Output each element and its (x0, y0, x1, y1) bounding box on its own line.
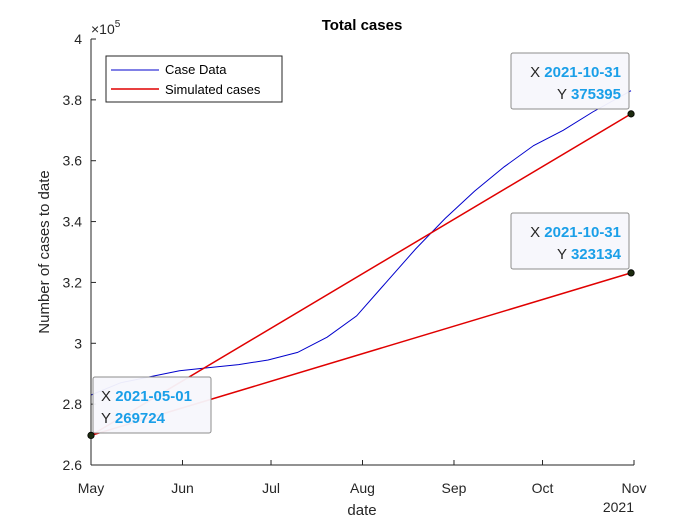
legend: Case Data Simulated cases (105, 55, 283, 103)
datatip-y-key: Y (557, 246, 571, 263)
x-tick-label: Jul (262, 480, 280, 496)
datatip-x-value: 2021-05-01 (115, 388, 192, 405)
datatip-x-key: X (530, 224, 544, 241)
y-tick-label: 2.6 (63, 457, 83, 473)
datatip-marker (87, 431, 95, 440)
datatip-x-value: 2021-10-31 (544, 64, 621, 81)
datatip-marker (627, 110, 635, 118)
y-tick-label: 4 (74, 31, 82, 47)
datatip[interactable]: X 2021-05-01Y 269724 (87, 376, 212, 440)
y-tick-label: 3.8 (63, 92, 83, 108)
x-axis-year-label: 2021 (603, 499, 634, 515)
y-tick-label: 3.6 (63, 153, 83, 169)
y-tick-label: 3.2 (63, 274, 83, 290)
x-tick-label: Nov (622, 480, 647, 496)
y-axis-label: Number of cases to date (36, 170, 53, 333)
x-tick-label: Jun (171, 480, 194, 496)
x-axis-label: date (347, 502, 376, 519)
datatip-y-row: Y 323134 (557, 246, 622, 263)
legend-box (105, 55, 283, 103)
y-tick-label: 3 (74, 335, 82, 351)
series-line-case-data (90, 90, 632, 396)
datatip-x-key: X (530, 64, 544, 81)
datatip-x-row: X 2021-05-01 (101, 388, 192, 405)
y-tick-label: 3.4 (63, 214, 83, 230)
datatip-y-value: 323134 (571, 246, 622, 263)
y-axis-exponent-power: 5 (115, 19, 121, 30)
datatip-y-row: Y 269724 (101, 410, 166, 427)
chart-title: Total cases (322, 17, 403, 34)
datatip-box (510, 52, 630, 110)
y-tick-label: 2.8 (63, 396, 83, 412)
datatip-y-value: 375395 (571, 86, 621, 103)
datatip[interactable]: X 2021-10-31 Y 323134 (510, 212, 635, 277)
datatip-x-value: 2021-10-31 (544, 224, 621, 241)
datatip-y-value: 269724 (115, 410, 166, 427)
datatip-x-row: X 2021-10-31 (530, 224, 621, 241)
datatip[interactable]: X 2021-10-31 Y 375395 (510, 52, 635, 118)
datatip-x-row: X 2021-10-31 (530, 64, 621, 81)
datatip-marker (627, 269, 635, 277)
datatip-y-key: Y (557, 86, 571, 103)
legend-label-case-data: Case Data (165, 62, 227, 77)
x-tick-label: May (78, 480, 104, 496)
x-tick-label: Aug (350, 480, 375, 496)
datatip-box (92, 376, 212, 434)
ticks-layer: May Jun Jul Aug Sep Oct Nov 2.6 2.8 3 3.2 3.4 3.6 3.8… (63, 31, 647, 496)
x-tick-label: Sep (442, 480, 467, 496)
datatip-x-key: X (101, 388, 115, 405)
x-tick-label: Oct (532, 480, 554, 496)
datatip-y-row: Y 375395 (557, 86, 621, 103)
y-axis-exponent-base: ×10 (91, 21, 115, 37)
datatip-box (510, 212, 630, 270)
datatip-y-key: Y (101, 410, 115, 427)
legend-label-simulated-cases: Simulated cases (165, 82, 261, 97)
y-axis-exponent-label: ×105 (91, 19, 121, 37)
